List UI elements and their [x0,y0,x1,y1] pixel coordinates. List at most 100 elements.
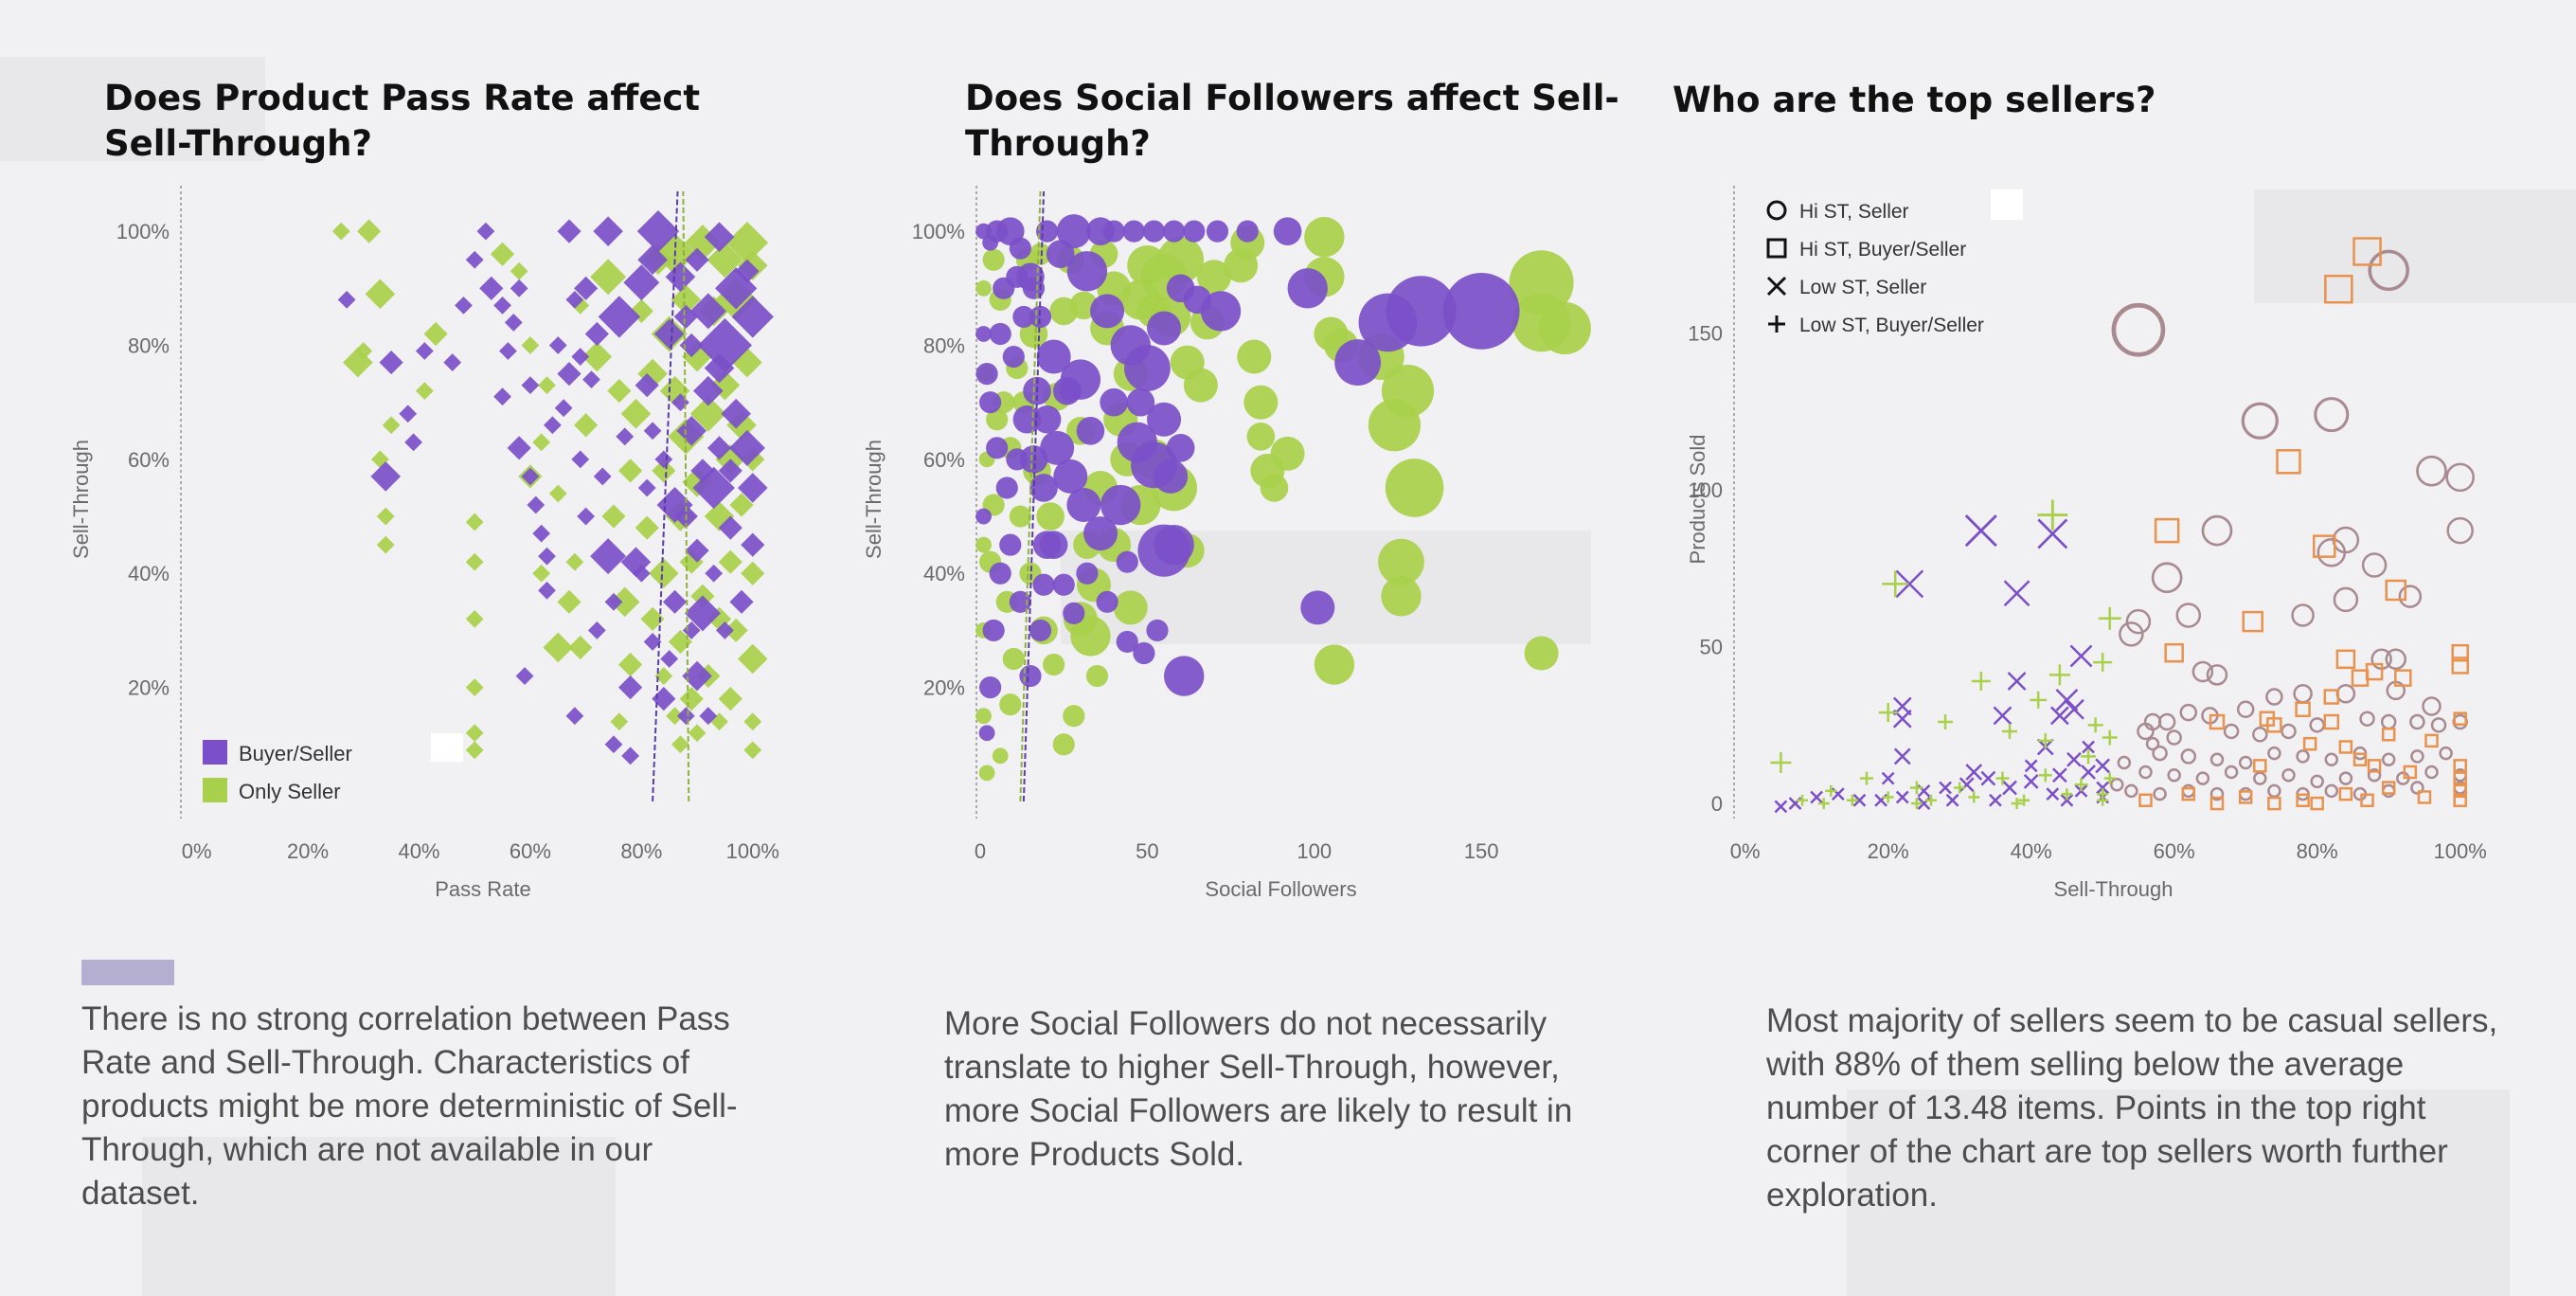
buyer-seller-point [1164,656,1205,696]
y-tick-label: 50 [1700,636,1723,659]
only-seller-point [538,376,556,395]
hi-st-buyer-seller-point [2267,796,2281,811]
x-tick-label: 40% [398,839,439,863]
bg-decoration [0,57,265,161]
buyer-seller-point [337,290,356,309]
legend-label: Hi ST, Buyer/Seller [1799,239,1966,261]
buyer-seller-point [1019,664,1042,688]
hi-st-seller-point [2117,755,2132,770]
hi-st-seller-point [2153,786,2167,801]
hi-st-seller-point [2209,752,2225,766]
bg-decoration [142,1137,616,1296]
buyer-seller-point [1053,459,1088,494]
hi-st-seller-point [2422,696,2442,716]
buyer-seller-point [1076,562,1099,585]
only-seller-point [610,712,629,731]
only-seller-point [1009,505,1031,528]
buyer-seller-point [1012,305,1035,329]
hi-st-seller-point [2361,552,2388,578]
pass-rate-scatter-chart[interactable]: 0% 20% 40% 60% 80% 100% 20% 40% 60% 80% 100% Pass R… [0,0,852,909]
buyer-seller-point [632,564,651,583]
panel-title: Does Social Followers affect Sell-Throug… [965,78,1619,164]
only-seller-point [1381,365,1435,418]
low-st-seller-point [1831,787,1845,801]
buyer-seller-point [676,415,707,446]
y-tick-label: 60% [128,448,170,472]
buyer-seller-point [415,342,434,360]
social-followers-scatter-chart[interactable]: 0 50 100 150 20% 40% 60% 80% 100% Social Follower… [852,0,1667,909]
buyer-seller-point [741,532,765,557]
hi-st-seller-point [2191,660,2214,683]
buyer-seller-point [1236,220,1259,243]
top-sellers-scatter-chart[interactable]: 0% 20% 40% 60% 80% 100% 0 50 100 150 Sell-Through P… [1667,0,2576,909]
buyer-seller-point [532,524,551,543]
only-seller-point [1381,576,1422,617]
buyer-seller-point [636,209,680,253]
buyer-seller-point [1116,630,1138,654]
x-tick-label: 60% [510,839,551,863]
x-tick-label: 100 [1297,839,1332,863]
buyer-seller-point [979,676,1002,699]
only-seller-point [718,549,742,574]
buyer-seller-point [637,478,656,497]
buyer-seller-point [989,562,1011,585]
buyer-seller-point [692,375,724,406]
hi-st-seller-point [2181,783,2196,799]
buyer-seller-point [515,667,534,685]
only-seller-point [510,261,528,280]
hi-st-seller-point [2359,711,2375,727]
buyer-seller-point [986,437,1009,459]
hi-st-seller-point [2252,727,2268,743]
hi-st-seller-point [2236,700,2255,719]
only-seller-point [581,341,613,372]
hi-st-seller-point [2381,752,2396,766]
buyer-seller-point [557,219,581,243]
buyer-seller-point [685,247,709,272]
only-seller-point [975,708,992,725]
only-seller-point [649,558,679,589]
only-seller-point [999,693,1022,716]
hi-st-seller-point [2291,603,2315,627]
buyer-seller-point [379,350,403,375]
only-seller-point [574,413,599,438]
buyer-seller-point [554,399,573,418]
buyer-seller-point [1046,240,1075,269]
low-st-seller-point [1893,747,1911,765]
low-st-seller-point [2037,518,2068,549]
buyer-seller-point [1006,265,1029,288]
buyer-seller-point [995,477,1018,499]
buyer-seller-point [604,735,623,754]
low-st-seller-point [2069,644,2093,668]
only-seller-point [629,298,653,323]
low-st-seller-point [2095,758,2111,774]
x-tick-label: 40% [2011,839,2052,863]
only-seller-point [659,375,690,406]
only-seller-point [465,552,484,571]
buyer-seller-point [479,276,504,300]
only-seller-point [376,507,395,526]
low-st-seller-point [2049,706,2069,726]
low-st-seller-point [1965,764,1983,781]
legend: Buyer/Seller Only Seller [203,733,463,803]
buyer-seller-point [1066,488,1101,523]
x-tick-label: 80% [620,839,662,863]
buyer-seller-point [1126,387,1155,417]
low-st-seller-point [1993,706,2012,726]
buyer-seller-point [707,436,732,460]
hi-st-seller-point [2381,783,2396,799]
y-axis-label: Products Sold [1686,435,1709,565]
only-seller-point [423,321,448,347]
hi-st-buyer-seller-point [2351,669,2370,687]
buyer-seller-point [476,222,495,241]
low-st-seller-point [1945,793,1959,807]
low-st-seller-point [1959,777,1975,793]
hi-st-seller-point [2439,746,2453,761]
only-seller-point [671,735,689,754]
hi-st-buyer-seller-point [2324,274,2353,304]
hi-st-seller-point [2238,755,2253,770]
buyer-seller-point [1300,590,1335,625]
buyer-seller-point [1442,273,1520,350]
only-seller-point [1538,301,1591,355]
buyer-seller-point [1032,573,1055,596]
hi-st-buyer-seller-point [2209,796,2225,811]
